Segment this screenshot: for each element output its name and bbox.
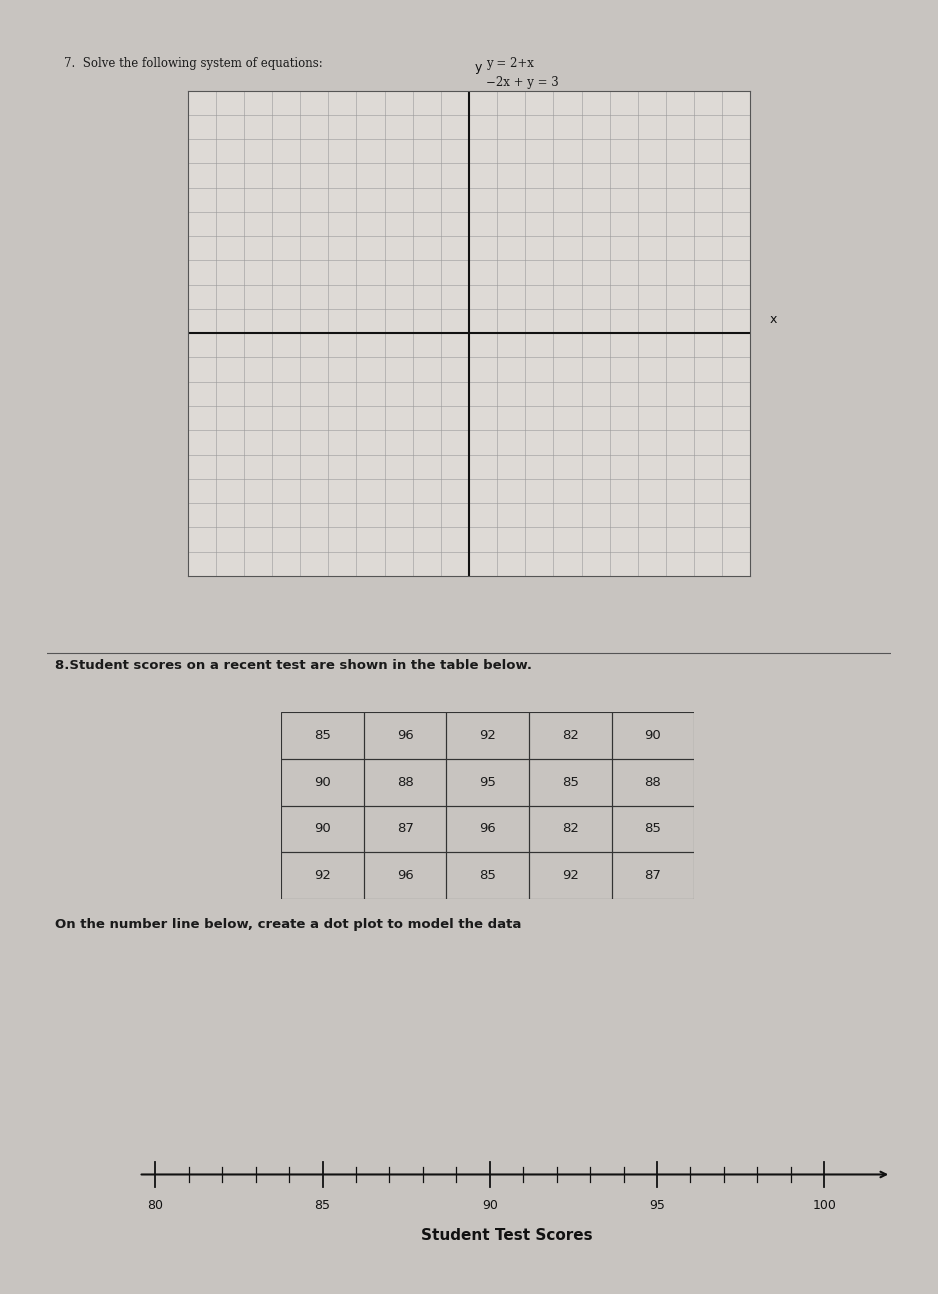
Text: 87: 87 [397, 823, 414, 836]
Text: 92: 92 [314, 870, 331, 883]
Bar [446, 758, 529, 805]
Bar [446, 712, 529, 758]
Text: Student Test Scores: Student Test Scores [421, 1228, 592, 1242]
Text: 8.Student scores on a recent test are shown in the table below.: 8.Student scores on a recent test are sh… [55, 660, 533, 673]
Text: −2x + y = 3: −2x + y = 3 [486, 75, 559, 88]
Bar [281, 805, 364, 853]
Text: 92: 92 [562, 870, 579, 883]
Text: 88: 88 [644, 775, 661, 788]
Text: 95: 95 [479, 775, 496, 788]
Bar [446, 853, 529, 899]
Bar [446, 805, 529, 853]
Bar [281, 712, 364, 758]
Text: 7.  Solve the following system of equations:: 7. Solve the following system of equatio… [64, 57, 323, 70]
Bar [364, 712, 446, 758]
Text: 90: 90 [482, 1198, 498, 1211]
Bar [364, 853, 446, 899]
Bar [529, 853, 612, 899]
Text: 100: 100 [812, 1198, 836, 1211]
Text: 90: 90 [314, 775, 331, 788]
Text: On the number line below, create a dot plot to model the data: On the number line below, create a dot p… [55, 917, 522, 930]
Bar [612, 853, 694, 899]
Text: 85: 85 [314, 1198, 330, 1211]
Bar [281, 853, 364, 899]
Text: 96: 96 [397, 729, 414, 741]
Text: 82: 82 [562, 823, 579, 836]
Text: 87: 87 [644, 870, 661, 883]
Bar [364, 805, 446, 853]
Text: 85: 85 [314, 729, 331, 741]
Text: x: x [770, 313, 778, 326]
Bar [529, 758, 612, 805]
Text: 92: 92 [479, 729, 496, 741]
Text: 85: 85 [479, 870, 496, 883]
Bar [612, 712, 694, 758]
Text: 80: 80 [147, 1198, 163, 1211]
Bar [612, 758, 694, 805]
Bar [364, 758, 446, 805]
Text: 88: 88 [397, 775, 414, 788]
Bar [281, 758, 364, 805]
Text: 95: 95 [649, 1198, 665, 1211]
Bar [529, 805, 612, 853]
Bar [529, 712, 612, 758]
Text: y = 2+x: y = 2+x [486, 57, 534, 70]
Text: 96: 96 [479, 823, 496, 836]
Text: 82: 82 [562, 729, 579, 741]
Bar [612, 805, 694, 853]
Text: 96: 96 [397, 870, 414, 883]
Text: 90: 90 [314, 823, 331, 836]
Text: 90: 90 [644, 729, 661, 741]
Text: 85: 85 [644, 823, 661, 836]
Text: y: y [475, 61, 482, 74]
Text: 85: 85 [562, 775, 579, 788]
